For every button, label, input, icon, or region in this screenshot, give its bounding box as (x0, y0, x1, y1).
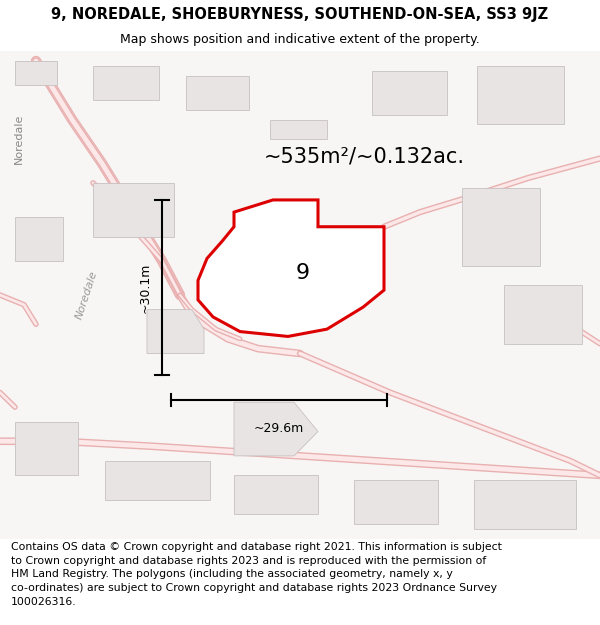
Polygon shape (93, 66, 159, 100)
Polygon shape (234, 476, 318, 514)
Polygon shape (477, 66, 564, 124)
Text: Contains OS data © Crown copyright and database right 2021. This information is : Contains OS data © Crown copyright and d… (11, 542, 502, 607)
Polygon shape (105, 461, 210, 500)
Polygon shape (147, 309, 204, 354)
Polygon shape (276, 246, 333, 285)
Polygon shape (15, 217, 63, 261)
Text: ~535m²/~0.132ac.: ~535m²/~0.132ac. (264, 146, 465, 166)
Polygon shape (474, 480, 576, 529)
Text: Map shows position and indicative extent of the property.: Map shows position and indicative extent… (120, 34, 480, 46)
Polygon shape (354, 480, 438, 524)
Text: ~30.1m: ~30.1m (138, 262, 151, 313)
Polygon shape (372, 71, 447, 114)
Polygon shape (234, 402, 318, 456)
Text: Noredale: Noredale (74, 269, 100, 321)
Polygon shape (186, 76, 249, 110)
Text: ~29.6m: ~29.6m (254, 422, 304, 435)
Polygon shape (462, 188, 540, 266)
Text: Noredale: Noredale (14, 114, 24, 164)
Polygon shape (93, 183, 174, 236)
Text: 9: 9 (296, 263, 310, 283)
Polygon shape (15, 422, 78, 476)
Polygon shape (504, 285, 582, 344)
Polygon shape (270, 119, 327, 139)
Polygon shape (15, 61, 57, 86)
Polygon shape (276, 295, 327, 329)
Polygon shape (198, 200, 384, 336)
Text: 9, NOREDALE, SHOEBURYNESS, SOUTHEND-ON-SEA, SS3 9JZ: 9, NOREDALE, SHOEBURYNESS, SOUTHEND-ON-S… (52, 7, 548, 22)
